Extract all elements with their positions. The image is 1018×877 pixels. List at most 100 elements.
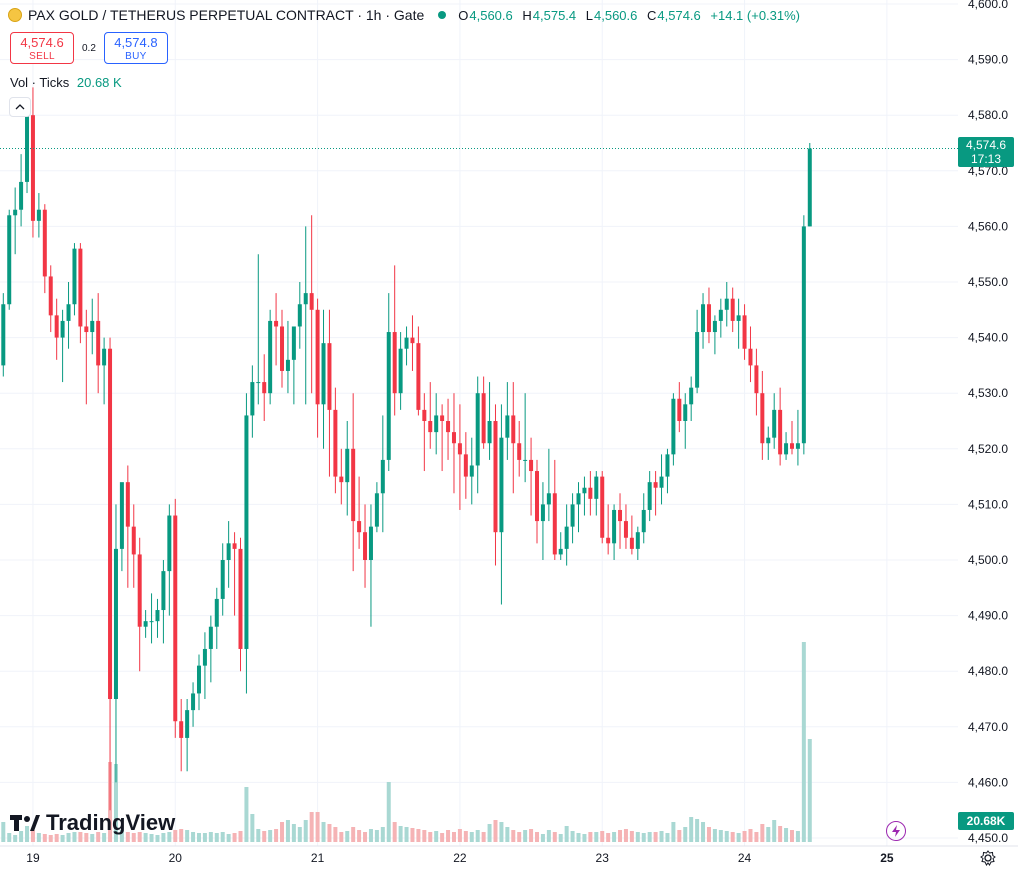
volume-bar [641,833,646,842]
symbol-title[interactable]: PAX GOLD / TETHERUS PERPETUAL CONTRACT ·… [28,7,425,23]
time-tick-label: 20 [169,851,183,865]
volume-bar [665,833,670,842]
candle-body [647,482,652,510]
volume-legend-value: 20.68 K [76,75,122,90]
volume-bar [90,834,95,842]
candle-body [665,454,670,477]
volume-bar [60,835,65,842]
candle-body [404,337,409,349]
volume-bar [736,833,741,842]
low-key: L [585,7,593,23]
candle-body [801,226,806,444]
candle-body [173,515,178,722]
price-tick-label: 4,600.0 [968,0,1008,11]
volume-bar [208,832,213,842]
candle-body [523,459,528,461]
volume-bar [125,832,130,842]
volume-bar [552,832,557,842]
candle-body [410,337,415,344]
buy-label: BUY [125,51,147,62]
volume-bar [303,820,308,842]
tradingview-logo-text: TradingView [46,810,176,835]
volume-bar [214,833,219,842]
volume-bar [766,827,771,842]
volume-bar [1,822,6,842]
candle-body [428,421,433,433]
price-tick-label: 4,560.0 [968,219,1008,233]
candle-body [351,448,356,522]
volume-bar [155,835,160,842]
settings-gear-icon[interactable] [980,850,996,866]
candle-body [754,365,759,394]
candle-body [185,710,190,738]
candle-body [789,443,794,449]
price-tick-label: 4,520.0 [968,442,1008,456]
candle-body [505,415,510,438]
volume-bar [801,642,806,842]
volume-bar [30,830,35,842]
volume-bar [250,814,255,842]
candle-body [457,443,462,455]
candle-body [606,537,611,544]
candle-body [333,409,338,477]
tradingview-logo[interactable]: TradingView [10,810,175,836]
candle-body [748,348,753,366]
replay-lightning-button[interactable] [886,821,906,841]
volume-bar [724,831,729,842]
candle-body [546,493,551,505]
volume-bar [457,829,462,842]
candle-body [594,476,599,499]
volume-bar [772,820,777,842]
volume-bar [48,835,53,842]
bar-countdown: 17:13 [970,152,1002,166]
volume-bar [392,822,397,842]
candle-body [102,348,107,366]
time-axis[interactable]: 19 20 21 22 23 24 25 [26,851,894,865]
volume-bar [434,831,439,842]
volume-bar [588,832,593,842]
volume-bar [635,832,640,842]
volume-bar [220,832,225,842]
price-tick-label: 4,450.0 [968,831,1008,845]
volume-bar [179,829,184,842]
candle-body [416,343,421,410]
collapse-legend-button[interactable] [9,97,31,117]
volume-bar [594,832,599,842]
volume-bar [754,832,759,842]
close-key: C [647,7,657,23]
volume-bar [469,832,474,842]
volume-bar [659,831,664,842]
sell-button[interactable]: 4,574.6 SELL [10,32,74,64]
candle-body [618,509,623,522]
candle-body [724,298,729,310]
volume-bar [280,822,285,842]
candle-body [487,421,492,444]
candle-body [54,315,59,338]
candle-body [66,304,71,321]
volume-bar [149,834,154,842]
volume-bar [481,832,486,842]
buy-button[interactable]: 4,574.8 BUY [103,32,168,64]
candle-body [7,215,12,305]
candle-body [113,548,118,699]
volume-legend[interactable]: Vol · Ticks 20.68 K [10,75,122,90]
volume-bar [327,824,332,842]
volume-bar [185,830,190,842]
grid-lines [0,0,1018,847]
candle-body [191,693,196,711]
price-axis[interactable]: 4,450.0 4,460.0 4,470.0 4,480.0 4,490.0 4,500… [968,0,1008,845]
volume-bar [78,832,83,842]
high-value: 4,575.4 [532,7,577,23]
candle-body [274,320,279,327]
volume-bar [196,833,201,842]
candle-body [327,343,332,410]
candle-body [42,209,47,277]
candle-body [558,548,563,555]
candle-body [736,315,741,321]
candle-body [72,248,77,305]
volume-bar [42,834,47,842]
candle-body [256,382,261,384]
volume-bar [451,832,456,842]
